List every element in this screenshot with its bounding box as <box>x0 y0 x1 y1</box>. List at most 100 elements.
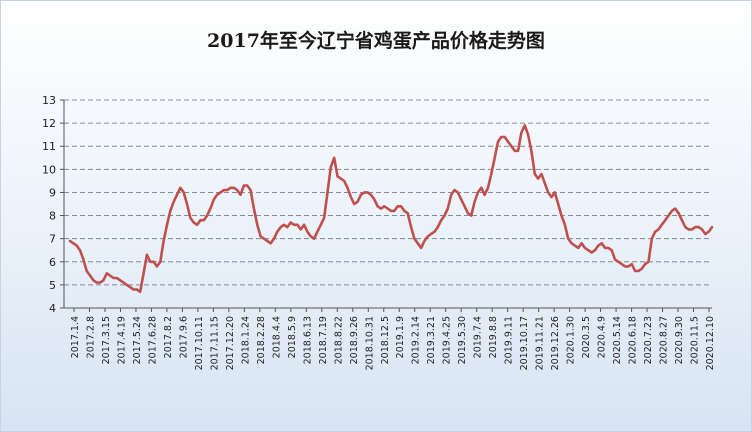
data-point <box>530 149 533 152</box>
data-point <box>660 223 663 226</box>
data-point <box>386 207 389 210</box>
data-point <box>630 263 633 265</box>
data-point <box>289 221 292 224</box>
x-tick-label: 2019.1.9 <box>395 316 406 358</box>
data-point <box>523 124 526 127</box>
data-point <box>142 272 145 275</box>
data-point <box>376 205 379 208</box>
data-point <box>279 226 282 229</box>
data-point <box>644 263 646 265</box>
data-point <box>426 235 429 238</box>
data-point <box>473 200 476 203</box>
x-tick-label: 2019.3.21 <box>426 316 437 364</box>
data-point <box>604 247 606 249</box>
data-point <box>343 180 346 182</box>
data-point <box>176 193 178 196</box>
y-tick-label: 9 <box>49 186 56 199</box>
data-point <box>650 237 653 240</box>
data-point <box>483 193 486 196</box>
data-point <box>574 244 576 247</box>
data-point <box>436 226 439 229</box>
data-point <box>527 133 529 136</box>
data-point <box>263 237 265 240</box>
x-tick-label: 2017.4.19 <box>116 316 127 364</box>
data-point <box>380 207 382 210</box>
data-point <box>430 233 432 235</box>
data-point <box>684 226 687 229</box>
data-point <box>162 240 165 242</box>
data-point <box>701 228 703 231</box>
data-point <box>159 260 162 263</box>
data-point <box>433 230 436 233</box>
data-point <box>216 193 219 196</box>
x-tick-label: 2020.6.18 <box>628 316 639 364</box>
data-point <box>420 247 422 249</box>
data-point <box>697 226 700 229</box>
x-tick-label: 2019.11.21 <box>535 316 546 370</box>
x-tick-label: 2019.5.30 <box>457 316 468 364</box>
data-point <box>687 228 690 231</box>
data-point <box>115 277 118 279</box>
data-point <box>222 189 225 192</box>
data-point <box>513 149 516 152</box>
data-point <box>209 207 212 210</box>
x-tick-label: 2020.8.27 <box>659 316 670 364</box>
data-point <box>493 156 496 159</box>
data-point <box>296 223 299 226</box>
data-point <box>440 219 443 222</box>
data-point <box>329 166 332 168</box>
data-point <box>109 274 111 277</box>
data-point <box>152 260 155 263</box>
data-point <box>547 191 550 194</box>
data-point <box>246 184 249 187</box>
x-tick-label: 2018.7.19 <box>318 316 329 364</box>
data-point <box>553 191 556 194</box>
data-point <box>594 249 596 252</box>
data-point <box>316 230 319 233</box>
data-point <box>413 237 416 240</box>
data-point <box>85 270 88 272</box>
data-point <box>226 189 229 192</box>
data-point <box>236 189 239 192</box>
data-point <box>600 242 603 245</box>
data-point <box>169 210 172 212</box>
data-point <box>202 219 205 222</box>
data-point <box>664 219 667 222</box>
data-point <box>470 214 473 217</box>
y-tick-label: 12 <box>42 117 56 130</box>
data-point <box>614 258 616 261</box>
data-point <box>453 189 456 192</box>
data-point <box>383 205 386 208</box>
data-point <box>620 263 623 265</box>
data-point <box>99 281 101 284</box>
data-point <box>306 230 309 233</box>
series-line <box>68 124 714 294</box>
y-tick-label: 8 <box>49 210 56 223</box>
data-point <box>460 198 463 201</box>
data-point <box>617 260 620 263</box>
data-point <box>112 277 115 279</box>
chart-title: 2017年至今辽宁省鸡蛋产品价格走势图 <box>207 30 545 52</box>
data-point <box>95 281 98 284</box>
data-point <box>540 173 543 175</box>
data-point <box>253 207 255 210</box>
data-point <box>339 177 342 180</box>
data-point <box>366 191 369 194</box>
data-point <box>132 288 135 291</box>
data-point <box>450 193 453 196</box>
series-egg-price <box>68 124 714 294</box>
x-tick-label: 2018.10.31 <box>364 316 375 370</box>
data-point <box>146 253 148 256</box>
data-point <box>125 284 128 286</box>
data-point <box>674 207 677 210</box>
data-point <box>557 203 560 205</box>
x-tick-label: 2018.4.4 <box>271 316 282 358</box>
y-tick-label: 13 <box>42 94 56 107</box>
data-point <box>691 228 693 231</box>
data-point <box>480 186 483 189</box>
data-point <box>259 235 262 238</box>
data-point <box>356 200 359 203</box>
data-point <box>82 258 85 261</box>
x-tick-label: 2020.4.9 <box>597 316 608 358</box>
data-point <box>286 226 289 229</box>
